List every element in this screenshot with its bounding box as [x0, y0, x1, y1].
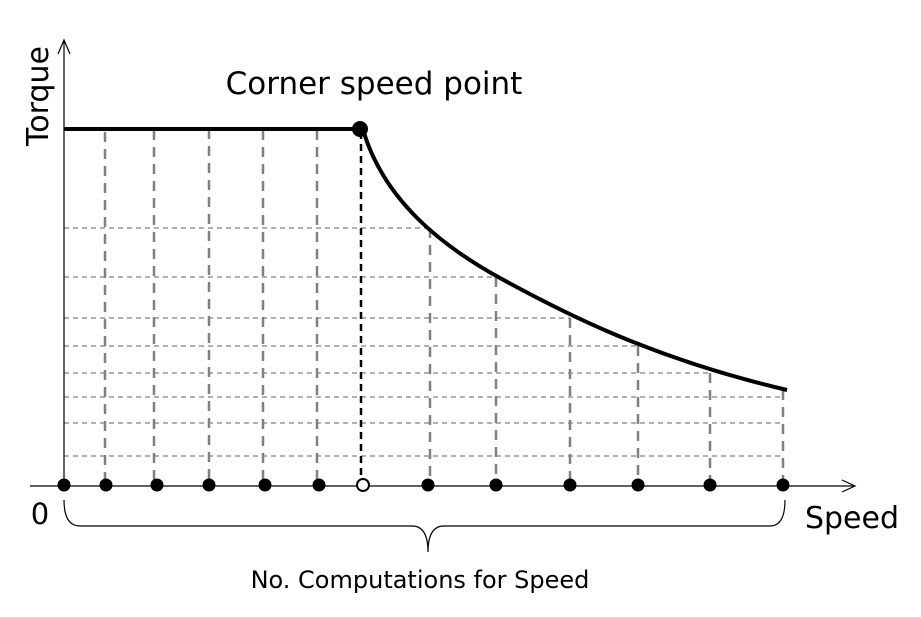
title-label: Corner speed point	[226, 66, 523, 102]
brace	[63, 499, 786, 553]
horizontal-grid-lines	[64, 227, 783, 457]
speed-point	[563, 478, 577, 492]
brace-label: No. Computations for Speed	[251, 566, 590, 594]
speed-point	[57, 478, 71, 492]
speed-point	[703, 478, 717, 492]
origin-label: 0	[31, 497, 49, 531]
speed-point	[202, 478, 216, 492]
constant-power-curve	[362, 132, 788, 392]
corner-speed-point	[352, 121, 368, 137]
speed-point	[489, 478, 503, 492]
x-axis-label: Speed	[805, 501, 899, 536]
y-axis-arrow-icon	[57, 38, 71, 55]
speed-sample-points	[57, 478, 790, 492]
speed-point	[776, 478, 790, 492]
speed-point	[312, 478, 326, 492]
speed-point	[421, 478, 435, 492]
speed-point	[631, 478, 645, 492]
speed-point	[258, 478, 272, 492]
x-axis-arrow-icon	[841, 479, 857, 493]
corner-speed-open-point	[356, 478, 370, 492]
speed-point	[150, 478, 164, 492]
speed-point	[99, 478, 113, 492]
y-axis-label: Torque	[21, 46, 56, 147]
vertical-grid-lines	[103, 129, 785, 480]
